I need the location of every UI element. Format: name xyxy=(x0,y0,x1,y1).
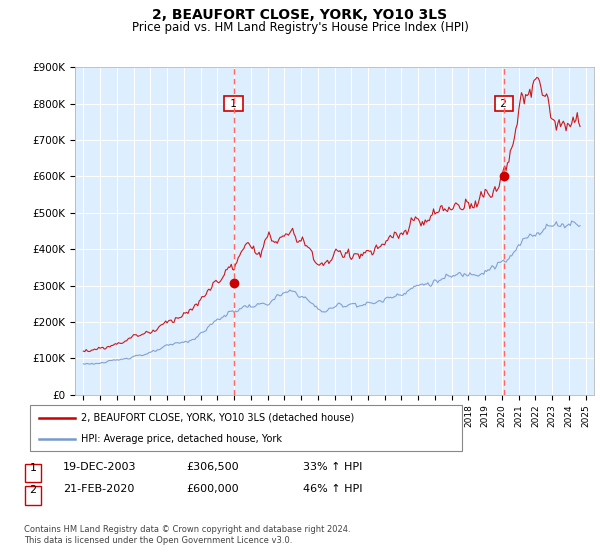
Text: Contains HM Land Registry data © Crown copyright and database right 2024.
This d: Contains HM Land Registry data © Crown c… xyxy=(24,525,350,545)
Text: 1: 1 xyxy=(227,99,240,109)
Text: 1: 1 xyxy=(29,463,37,473)
Text: 33% ↑ HPI: 33% ↑ HPI xyxy=(303,462,362,472)
Text: 46% ↑ HPI: 46% ↑ HPI xyxy=(303,484,362,494)
Text: 21-FEB-2020: 21-FEB-2020 xyxy=(63,484,134,494)
Text: 2: 2 xyxy=(497,99,511,109)
Text: £306,500: £306,500 xyxy=(186,462,239,472)
Text: HPI: Average price, detached house, York: HPI: Average price, detached house, York xyxy=(81,435,282,444)
Text: 2, BEAUFORT CLOSE, YORK, YO10 3LS: 2, BEAUFORT CLOSE, YORK, YO10 3LS xyxy=(152,8,448,22)
Text: 2, BEAUFORT CLOSE, YORK, YO10 3LS (detached house): 2, BEAUFORT CLOSE, YORK, YO10 3LS (detac… xyxy=(81,413,354,423)
Text: £600,000: £600,000 xyxy=(186,484,239,494)
Text: 19-DEC-2003: 19-DEC-2003 xyxy=(63,462,137,472)
Text: 2: 2 xyxy=(29,485,37,495)
Text: Price paid vs. HM Land Registry's House Price Index (HPI): Price paid vs. HM Land Registry's House … xyxy=(131,21,469,34)
